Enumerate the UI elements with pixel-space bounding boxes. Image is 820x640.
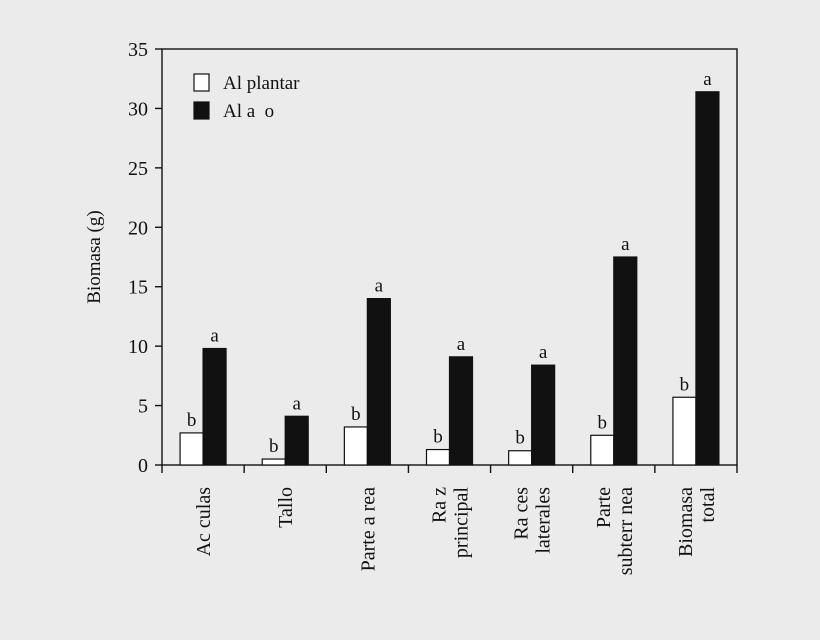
- legend-label: Al a o: [223, 101, 274, 122]
- bar: [366, 298, 391, 466]
- y-tick-label: 35: [128, 39, 148, 61]
- bar: [590, 434, 615, 466]
- x-tick-label: Ra z: [429, 487, 451, 523]
- data-label: b: [598, 412, 608, 433]
- x-tick-label: Ac culas: [193, 487, 215, 557]
- data-label: a: [210, 326, 219, 347]
- y-tick-label: 25: [128, 158, 148, 180]
- data-label: a: [375, 276, 384, 297]
- legend: Al plantar Al a o: [193, 73, 300, 122]
- x-category-label: Tallo: [275, 487, 297, 528]
- x-tick-label: laterales: [533, 487, 555, 554]
- legend-label: Al plantar: [223, 73, 300, 94]
- bar: [508, 450, 533, 466]
- bar: [261, 458, 286, 466]
- legend-swatch: [193, 73, 210, 92]
- x-tick-label: Parte: [593, 487, 615, 528]
- legend-swatch: [193, 101, 210, 120]
- data-label: b: [187, 410, 197, 431]
- data-label: a: [539, 342, 548, 363]
- y-tick-label: 20: [128, 217, 148, 239]
- bar: [613, 256, 638, 466]
- x-tick-label: subterr nea: [615, 487, 637, 575]
- data-label: b: [515, 428, 525, 449]
- data-label: a: [703, 69, 712, 90]
- x-tick-label: total: [697, 487, 719, 523]
- y-axis-title: Biomasa (g): [84, 210, 105, 303]
- x-tick-label: Biomasa: [675, 487, 697, 557]
- data-label: a: [292, 393, 301, 414]
- x-axis: Ac culas Tallo Parte a rea Ra z principal Ra …: [161, 465, 738, 575]
- y-tick-label: 0: [138, 455, 148, 477]
- bar: [425, 448, 451, 466]
- x-category-label: Parte subterr nea: [593, 487, 637, 575]
- bar: [695, 91, 720, 466]
- x-category-label: Ra z principal: [429, 487, 473, 559]
- bar: [448, 356, 474, 466]
- y-tick-label: 10: [128, 336, 148, 358]
- x-tick-label: Parte a rea: [357, 487, 379, 572]
- data-label: b: [351, 404, 361, 425]
- x-category-label: Biomasa total: [675, 487, 719, 557]
- bar: [179, 432, 204, 466]
- bar: [202, 347, 227, 466]
- y-tick-label: 5: [138, 396, 148, 418]
- bar: [531, 364, 556, 466]
- bar: [284, 415, 309, 466]
- data-label: b: [433, 427, 443, 448]
- x-category-label: Ac culas: [193, 487, 215, 557]
- x-category-label: Parte a rea: [357, 487, 379, 572]
- data-label: b: [680, 374, 690, 395]
- data-label: a: [621, 234, 630, 255]
- bar: [672, 396, 697, 466]
- x-category-label: Ra ces laterales: [511, 487, 555, 554]
- data-label: a: [457, 334, 466, 355]
- data-label: b: [269, 436, 279, 457]
- y-axis: 0 5 10 15 20 25 30 35: [128, 39, 162, 477]
- x-tick-label: principal: [451, 487, 473, 559]
- x-tick-label: Tallo: [275, 487, 297, 528]
- y-tick-label: 30: [128, 98, 148, 120]
- bars: b b b b b b b a a a a a a a: [179, 69, 720, 466]
- x-tick-label: Ra ces: [511, 487, 533, 540]
- y-tick-label: 15: [128, 277, 148, 299]
- bar: [343, 426, 368, 466]
